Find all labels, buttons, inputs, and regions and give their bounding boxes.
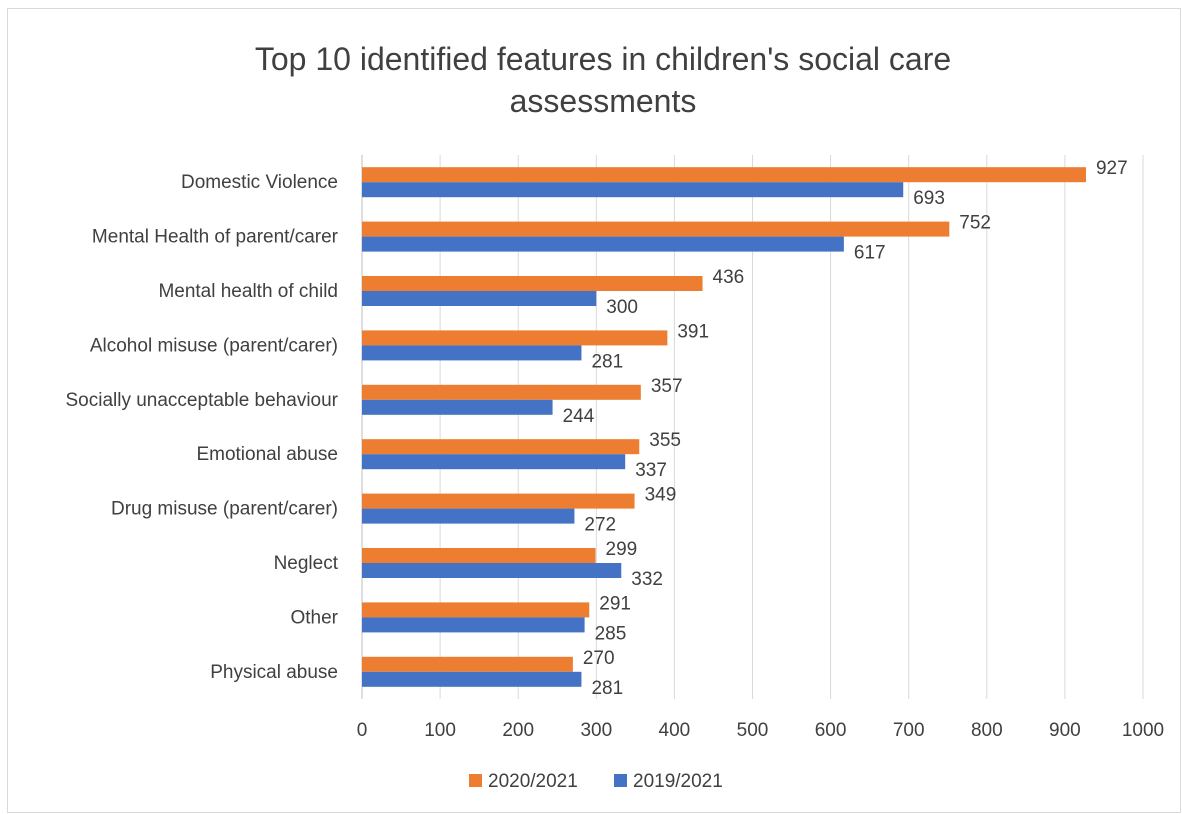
bar-2019-2021-mental-health-of-parent-carer [362, 236, 844, 252]
bar-2019-2021-socially-unacceptable-behaviour [362, 399, 553, 415]
x-tick-labels: 0 100 200 300 400 500 600 700 800 900 1000 [357, 720, 1164, 741]
data-label-2020-2021-emotional-abuse: 355 [649, 430, 681, 451]
x-tick-label-900: 900 [1049, 720, 1081, 741]
category-label-mental-health-of-parent-carer: Mental Health of parent/carer [92, 227, 339, 248]
data-label-2020-2021-other: 291 [599, 593, 631, 614]
x-tick-label-300: 300 [580, 720, 612, 741]
data-label-2019-2021-alcohol-misuse-parent-carer: 281 [591, 351, 623, 372]
category-label-domestic-violence: Domestic Violence [181, 172, 338, 193]
x-tick-label-1000: 1000 [1122, 720, 1164, 741]
legend-swatch-2019-2021 [614, 774, 627, 787]
x-tick-label-600: 600 [815, 720, 847, 741]
bars [362, 167, 1086, 687]
legend-swatch-2020-2021 [469, 774, 482, 787]
bar-2020-2021-other [362, 602, 590, 618]
category-label-other: Other [290, 607, 338, 628]
bar-2019-2021-other [362, 617, 585, 633]
data-label-2020-2021-socially-unacceptable-behaviour: 357 [651, 376, 683, 397]
bar-2019-2021-alcohol-misuse-parent-carer [362, 345, 582, 361]
bar-2020-2021-mental-health-of-child [362, 276, 703, 291]
data-label-2020-2021-alcohol-misuse-parent-carer: 391 [677, 321, 709, 342]
x-tick-label-200: 200 [502, 720, 534, 741]
data-label-2019-2021-socially-unacceptable-behaviour: 244 [563, 406, 595, 427]
x-tick-label-800: 800 [971, 720, 1003, 741]
data-label-2019-2021-mental-health-of-child: 300 [606, 297, 638, 318]
x-tick-label-0: 0 [357, 720, 368, 741]
data-label-2019-2021-domestic-violence: 693 [913, 188, 945, 209]
bar-2020-2021-neglect [362, 548, 596, 563]
category-label-physical-abuse: Physical abuse [210, 662, 338, 683]
bar-2020-2021-mental-health-of-parent-carer [362, 221, 950, 237]
data-label-2020-2021-mental-health-of-parent-carer: 752 [959, 213, 991, 234]
legend-label-2020-2021: 2020/2021 [488, 771, 578, 792]
data-label-2019-2021-mental-health-of-parent-carer: 617 [854, 243, 886, 264]
category-label-emotional-abuse: Emotional abuse [196, 444, 338, 465]
data-label-2020-2021-physical-abuse: 270 [583, 648, 615, 669]
x-tick-label-400: 400 [659, 720, 691, 741]
bar-2019-2021-physical-abuse [362, 671, 582, 687]
legend: 2020/2021 2019/2021 [469, 771, 723, 792]
category-labels: Domestic Violence Mental Health of parent… [65, 172, 338, 683]
chart-title-line-1: Top 10 identified features in children's… [255, 41, 951, 77]
chart-title: Top 10 identified features in children's… [255, 41, 951, 119]
bar-2020-2021-emotional-abuse [362, 439, 640, 455]
category-label-alcohol-misuse-parent-carer: Alcohol misuse (parent/carer) [90, 335, 338, 356]
category-label-socially-unacceptable-behaviour: Socially unacceptable behaviour [65, 390, 338, 411]
x-tick-label-500: 500 [737, 720, 769, 741]
data-label-2019-2021-drug-misuse-parent-carer: 272 [584, 515, 616, 536]
bar-chart: Top 10 identified features in children's… [65, 41, 1164, 792]
bar-2020-2021-physical-abuse [362, 656, 573, 672]
bar-2019-2021-mental-health-of-child [362, 291, 597, 306]
data-label-2020-2021-drug-misuse-parent-carer: 349 [645, 485, 677, 506]
chart-title-line-2: assessments [510, 83, 697, 119]
category-label-drug-misuse-parent-carer: Drug misuse (parent/carer) [111, 499, 338, 520]
bar-2019-2021-neglect [362, 563, 622, 578]
data-label-2019-2021-emotional-abuse: 337 [635, 460, 667, 481]
bar-2019-2021-emotional-abuse [362, 454, 626, 470]
bar-2019-2021-drug-misuse-parent-carer [362, 508, 575, 524]
bar-2020-2021-alcohol-misuse-parent-carer [362, 330, 668, 346]
bar-2020-2021-drug-misuse-parent-carer [362, 493, 635, 509]
data-label-2019-2021-neglect: 332 [631, 569, 663, 590]
data-label-2019-2021-other: 285 [595, 623, 627, 644]
bar-2020-2021-socially-unacceptable-behaviour [362, 384, 641, 400]
bar-2019-2021-domestic-violence [362, 182, 904, 198]
data-label-2020-2021-mental-health-of-child: 436 [713, 267, 745, 288]
data-label-2019-2021-physical-abuse: 281 [591, 678, 623, 699]
chart-frame: Top 10 identified features in children's… [7, 8, 1181, 813]
category-label-neglect: Neglect [274, 553, 339, 574]
category-label-mental-health-of-child: Mental health of child [158, 281, 338, 302]
x-tick-label-700: 700 [893, 720, 925, 741]
data-label-2020-2021-domestic-violence: 927 [1096, 158, 1128, 179]
data-label-2020-2021-neglect: 299 [606, 539, 638, 560]
bar-2020-2021-domestic-violence [362, 167, 1086, 183]
x-tick-label-100: 100 [424, 720, 456, 741]
legend-label-2019-2021: 2019/2021 [633, 771, 723, 792]
data-labels: 927 693 752 617 436 300 391 281 357 244 355 337 349 2… [563, 158, 1128, 699]
